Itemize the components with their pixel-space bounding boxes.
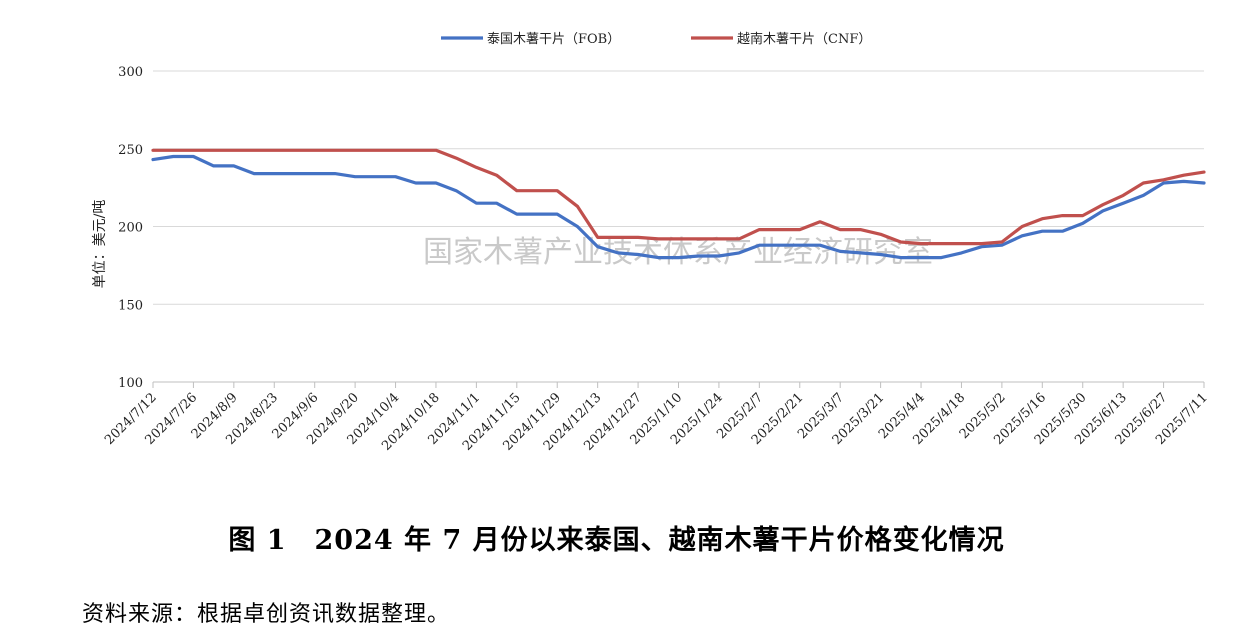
y-tick-label: 100 bbox=[118, 376, 143, 391]
x-tick-labels: 2024/7/122024/7/262024/8/92024/8/232024/… bbox=[102, 390, 1211, 454]
legend-label: 越南木薯干片（CNF） bbox=[737, 31, 871, 47]
price-line-chart: 100 150 200 250 300 2024/7/122024/7/262024/8… bbox=[92, 31, 1211, 454]
series-lines bbox=[151, 148, 1206, 260]
y-tick-labels: 100 150 200 250 300 bbox=[118, 65, 143, 391]
y-tick-label: 200 bbox=[118, 221, 143, 236]
legend: 泰国木薯干片（FOB） 越南木薯干片（CNF） bbox=[441, 31, 871, 47]
y-tick-label: 300 bbox=[118, 65, 143, 80]
series-line-vietnam bbox=[151, 148, 1206, 246]
y-tick-label: 250 bbox=[118, 143, 143, 158]
legend-label: 泰国木薯干片（FOB） bbox=[487, 32, 620, 47]
axes bbox=[152, 381, 1205, 388]
figure-caption: 图 1 2024 年 7 月份以来泰国、越南木薯干片价格变化情况 bbox=[228, 525, 1005, 556]
source-note: 资料来源：根据卓创资讯数据整理。 bbox=[82, 602, 451, 627]
series-line-thailand bbox=[151, 154, 1206, 260]
y-tick-label: 150 bbox=[118, 298, 143, 313]
y-axis-label: 单位：美元/吨 bbox=[92, 200, 108, 289]
